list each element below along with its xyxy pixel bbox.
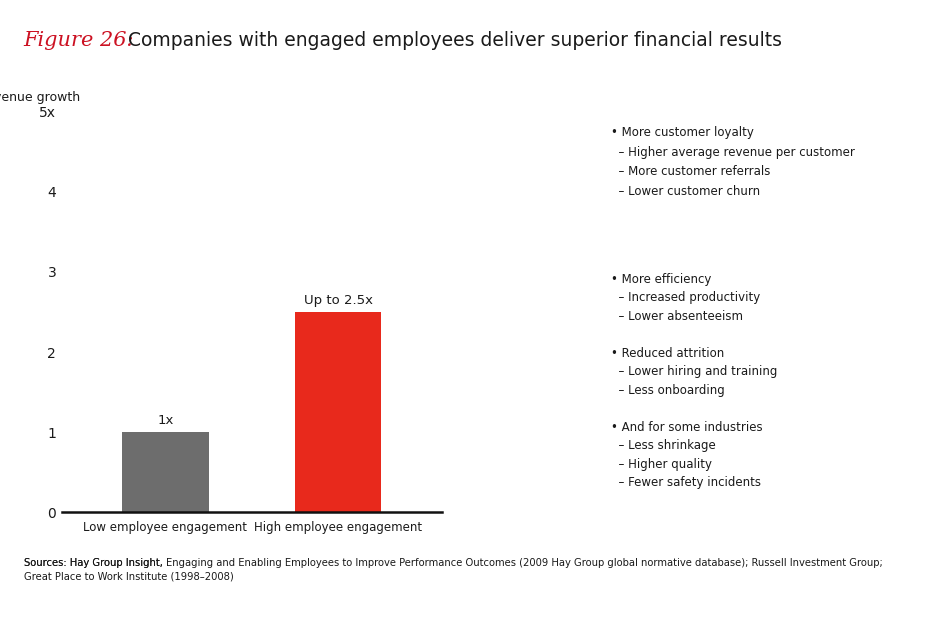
Text: Revenue growth: Revenue growth	[0, 91, 80, 104]
Bar	[294, 312, 381, 512]
Text: Revenue: Revenue	[503, 176, 571, 190]
Text: ... and improve profitability: ... and improve profitability	[604, 78, 811, 91]
Text: Cost: Cost	[520, 381, 554, 395]
Text: 1x: 1x	[157, 414, 174, 427]
Text: Up to 2.5x: Up to 2.5x	[304, 294, 372, 307]
Text: Figure 26:: Figure 26:	[24, 31, 134, 50]
Text: • More customer loyalty
  – Higher average revenue per customer
  – More custome: • More customer loyalty – Higher average…	[611, 126, 855, 197]
Text: Companies with engaged employees deliver superior financial results: Companies with engaged employees deliver…	[128, 31, 782, 50]
Text: • More efficiency
  – Increased productivity
  – Lower absenteeism

• Reduced at: • More efficiency – Increased productivi…	[611, 273, 778, 489]
Text: Sources: Hay Group Insight, Engaging and Enabling Employees to Improve Performan: Sources: Hay Group Insight, Engaging and…	[24, 558, 883, 581]
Text: Sources: Hay Group Insight,: Sources: Hay Group Insight,	[24, 558, 165, 568]
Bar	[123, 432, 209, 512]
Text: Companies with higher engagement grow faster ...: Companies with higher engagement grow fa…	[53, 78, 436, 91]
